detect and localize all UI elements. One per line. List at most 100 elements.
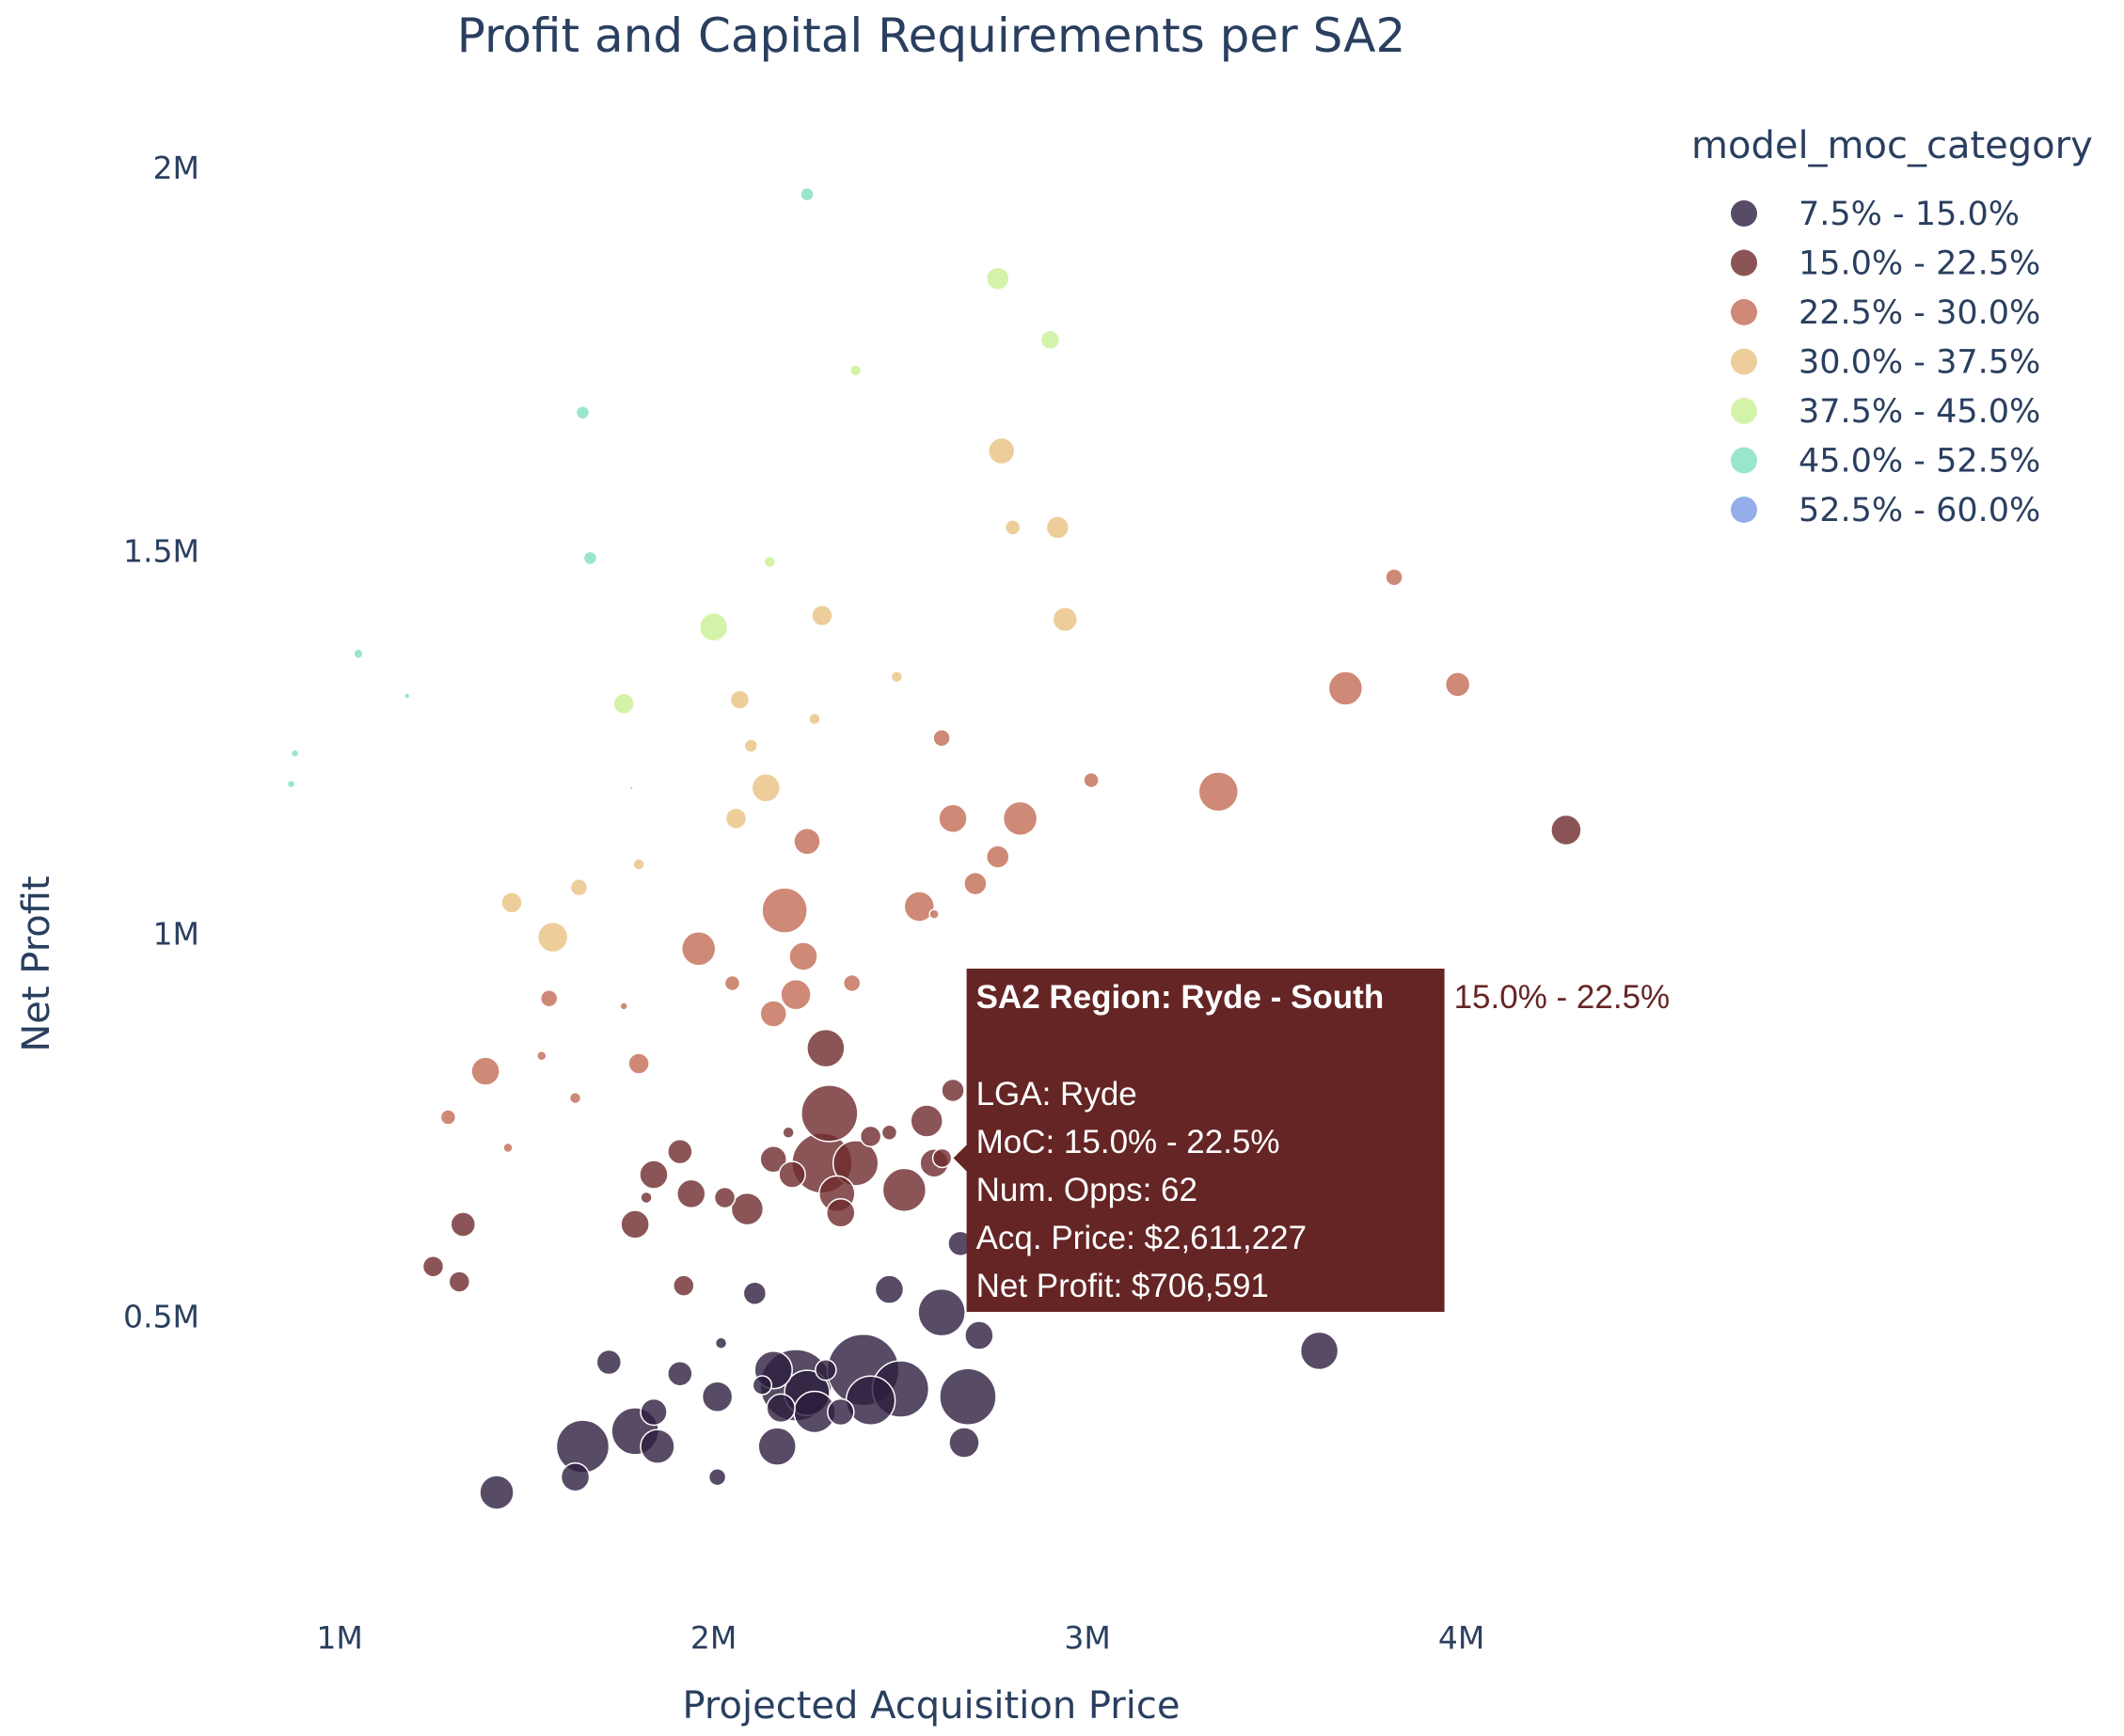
data-point[interactable] [948, 1427, 980, 1459]
data-point[interactable] [759, 1000, 787, 1028]
data-point[interactable] [667, 1361, 693, 1387]
data-point[interactable] [800, 186, 815, 202]
data-point[interactable] [932, 729, 951, 748]
data-point[interactable] [939, 1367, 997, 1426]
data-point[interactable] [1004, 519, 1022, 536]
data-point[interactable] [1550, 813, 1582, 846]
data-point[interactable] [782, 1126, 795, 1139]
data-point[interactable] [536, 921, 569, 954]
data-point[interactable] [751, 773, 782, 803]
data-point[interactable] [752, 1375, 773, 1396]
legend-item[interactable]: 52.5% - 60.0% [1731, 492, 2040, 529]
data-point[interactable] [917, 1287, 966, 1337]
data-point[interactable] [729, 689, 751, 710]
data-point[interactable] [450, 1211, 477, 1238]
data-point[interactable] [800, 1084, 859, 1143]
data-point[interactable] [628, 785, 634, 791]
data-point[interactable] [1039, 329, 1061, 351]
data-point[interactable] [806, 1028, 846, 1068]
data-point[interactable] [761, 887, 808, 934]
data-point[interactable] [723, 974, 741, 992]
data-point[interactable] [903, 891, 935, 923]
data-points[interactable] [286, 186, 1582, 1510]
legend-item[interactable]: 30.0% - 37.5% [1731, 344, 2040, 382]
data-point[interactable] [632, 858, 645, 871]
data-point[interactable] [928, 908, 940, 920]
data-point[interactable] [985, 266, 1010, 291]
data-point[interactable] [1197, 771, 1239, 813]
data-point[interactable] [582, 550, 598, 566]
data-point[interactable] [730, 1192, 765, 1226]
data-point[interactable] [403, 692, 411, 700]
data-point[interactable] [569, 877, 589, 897]
data-point[interactable] [963, 871, 988, 896]
data-point[interactable] [859, 1125, 882, 1148]
data-point[interactable] [353, 648, 364, 660]
legend-item[interactable]: 37.5% - 45.0% [1731, 393, 2040, 431]
data-point[interactable] [763, 555, 776, 569]
data-point[interactable] [778, 1160, 806, 1189]
data-point[interactable] [874, 1274, 905, 1304]
data-point[interactable] [673, 1274, 695, 1297]
data-point[interactable] [640, 1191, 653, 1205]
data-point[interactable] [627, 1052, 650, 1075]
data-point[interactable] [676, 1178, 706, 1209]
data-point[interactable] [811, 604, 833, 627]
data-point[interactable] [502, 1142, 514, 1154]
data-point[interactable] [757, 1427, 797, 1466]
data-point[interactable] [742, 1281, 768, 1306]
data-point[interactable] [1083, 771, 1100, 789]
data-point[interactable] [640, 1397, 668, 1427]
data-point[interactable] [667, 1138, 693, 1165]
data-point[interactable] [568, 1091, 582, 1105]
data-point[interactable] [832, 1140, 880, 1187]
legend-item[interactable]: 22.5% - 30.0% [1731, 294, 2040, 332]
data-point[interactable] [1002, 800, 1038, 837]
data-point[interactable] [808, 712, 821, 726]
data-point[interactable] [766, 1393, 796, 1424]
data-point[interactable] [881, 1167, 927, 1213]
data-point[interactable] [612, 692, 635, 715]
data-point[interactable] [793, 828, 821, 856]
data-point[interactable] [964, 1320, 994, 1350]
data-point[interactable] [560, 1461, 591, 1492]
data-point[interactable] [286, 779, 296, 789]
legend[interactable]: model_moc_category 7.5% - 15.0% 15.0% - 2… [1691, 124, 2093, 529]
data-point[interactable] [842, 973, 862, 993]
data-point[interactable] [448, 1270, 471, 1293]
data-point[interactable] [938, 803, 968, 834]
data-point[interactable] [1299, 1331, 1339, 1371]
legend-item[interactable]: 45.0% - 52.5% [1731, 443, 2040, 481]
data-point[interactable] [714, 1336, 728, 1349]
data-point[interactable] [890, 670, 904, 684]
data-point[interactable] [931, 1147, 953, 1169]
data-point[interactable] [536, 1050, 547, 1062]
data-point[interactable] [701, 1381, 734, 1412]
data-point[interactable] [713, 1186, 737, 1209]
data-point[interactable] [639, 1160, 669, 1190]
legend-item[interactable]: 15.0% - 22.5% [1731, 245, 2040, 283]
data-point[interactable] [1052, 606, 1079, 633]
data-point[interactable] [620, 1209, 650, 1239]
data-point[interactable] [845, 1375, 896, 1427]
data-point[interactable] [780, 978, 812, 1011]
data-point[interactable] [987, 436, 1016, 466]
data-point[interactable] [290, 749, 300, 758]
data-point[interactable] [880, 1124, 898, 1141]
data-point[interactable] [470, 1056, 500, 1086]
legend-item[interactable]: 7.5% - 15.0% [1731, 196, 2020, 233]
data-point[interactable] [1045, 515, 1070, 540]
data-point[interactable] [439, 1109, 457, 1126]
data-point[interactable] [680, 931, 717, 967]
data-point[interactable] [421, 1255, 445, 1278]
data-point[interactable] [539, 988, 559, 1008]
data-point[interactable] [941, 1078, 965, 1103]
data-point[interactable] [985, 844, 1010, 869]
data-point[interactable] [788, 941, 818, 971]
data-point[interactable] [826, 1197, 856, 1228]
data-point[interactable] [707, 1467, 727, 1487]
data-point[interactable] [698, 612, 729, 642]
data-point[interactable] [479, 1475, 515, 1510]
data-point[interactable] [1385, 568, 1403, 587]
data-point[interactable] [759, 1144, 787, 1174]
